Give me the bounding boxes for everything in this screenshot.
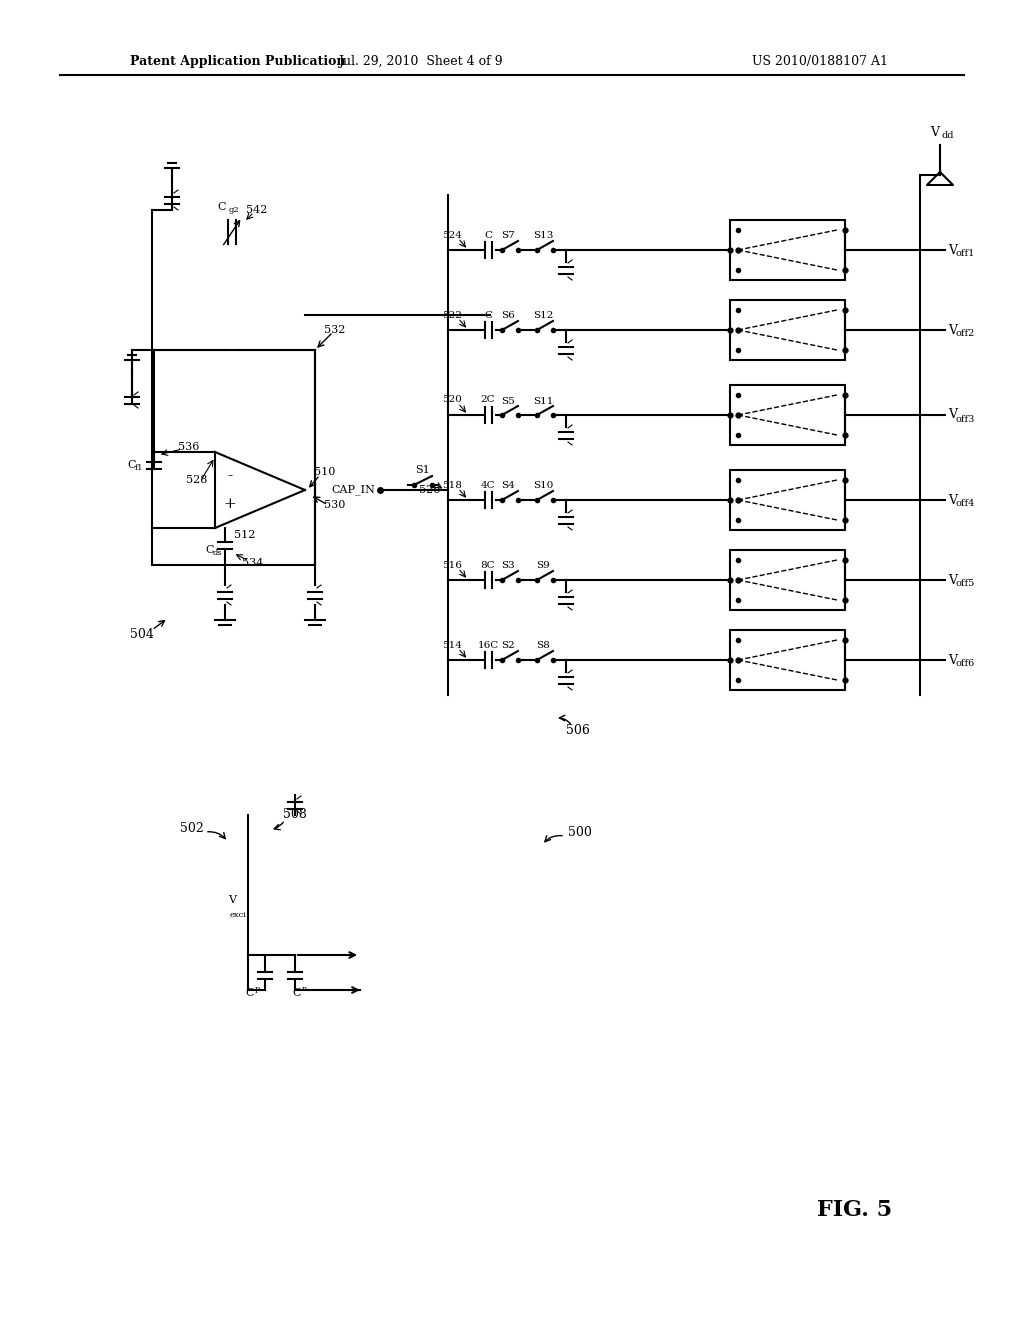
Text: V: V xyxy=(948,573,957,586)
Text: S8: S8 xyxy=(537,642,550,651)
Text: 532: 532 xyxy=(325,325,346,335)
Text: 520: 520 xyxy=(442,396,462,404)
Text: p: p xyxy=(254,985,260,993)
Text: 534: 534 xyxy=(243,558,264,568)
Text: C: C xyxy=(246,987,254,998)
Text: V: V xyxy=(931,127,939,140)
Text: -: - xyxy=(227,469,232,483)
Text: off3: off3 xyxy=(955,414,975,424)
Text: S4: S4 xyxy=(501,482,515,491)
Text: g2: g2 xyxy=(229,206,240,214)
Text: dd: dd xyxy=(942,132,954,140)
Text: 528: 528 xyxy=(186,475,208,484)
Bar xyxy=(730,300,845,360)
Text: 504: 504 xyxy=(130,628,154,642)
Bar xyxy=(730,550,845,610)
Text: S6: S6 xyxy=(501,312,515,321)
Text: C: C xyxy=(218,202,226,213)
Bar xyxy=(152,350,315,565)
Text: S11: S11 xyxy=(532,396,553,405)
Text: n: n xyxy=(301,985,306,993)
Text: C: C xyxy=(293,987,301,998)
Bar xyxy=(730,385,845,445)
Text: V: V xyxy=(948,653,957,667)
Text: V: V xyxy=(948,408,957,421)
Text: S9: S9 xyxy=(537,561,550,570)
Bar xyxy=(730,470,845,531)
Bar xyxy=(730,630,845,690)
Text: Jul. 29, 2010  Sheet 4 of 9: Jul. 29, 2010 Sheet 4 of 9 xyxy=(338,55,503,69)
Text: V: V xyxy=(228,895,236,906)
Text: 518: 518 xyxy=(442,480,462,490)
Text: C: C xyxy=(484,310,492,319)
Text: 522: 522 xyxy=(442,310,462,319)
Text: S13: S13 xyxy=(532,231,553,240)
Text: 530: 530 xyxy=(325,500,346,510)
Text: S12: S12 xyxy=(532,312,553,321)
Text: 536: 536 xyxy=(178,442,200,451)
Text: S1: S1 xyxy=(415,465,429,475)
Text: US 2010/0188107 A1: US 2010/0188107 A1 xyxy=(752,55,888,69)
Text: 524: 524 xyxy=(442,231,462,239)
Text: CAP_IN: CAP_IN xyxy=(331,484,375,495)
Text: S2: S2 xyxy=(501,642,515,651)
Text: f1: f1 xyxy=(135,465,143,473)
Text: 506: 506 xyxy=(566,723,590,737)
Text: C: C xyxy=(484,231,492,239)
Text: off1: off1 xyxy=(955,249,975,259)
Text: S7: S7 xyxy=(501,231,515,240)
Text: off4: off4 xyxy=(955,499,975,508)
Text: 500: 500 xyxy=(568,825,592,838)
Text: S3: S3 xyxy=(501,561,515,570)
Text: 2C: 2C xyxy=(480,396,496,404)
Text: S10: S10 xyxy=(532,482,553,491)
Text: S5: S5 xyxy=(501,396,515,405)
Text: C: C xyxy=(206,545,214,554)
Text: ds: ds xyxy=(212,549,222,557)
Text: off6: off6 xyxy=(955,660,974,668)
Text: 16C: 16C xyxy=(477,640,499,649)
Text: FIG. 5: FIG. 5 xyxy=(817,1199,893,1221)
Text: off2: off2 xyxy=(955,330,975,338)
Text: 542: 542 xyxy=(247,205,267,215)
Text: 512: 512 xyxy=(234,531,256,540)
Text: exci: exci xyxy=(229,911,247,919)
Text: 510: 510 xyxy=(314,467,336,477)
Text: 508: 508 xyxy=(283,808,307,821)
Text: 526: 526 xyxy=(419,484,440,495)
Bar xyxy=(730,220,845,280)
Text: +: + xyxy=(223,498,237,511)
Text: V: V xyxy=(948,243,957,256)
Text: 502: 502 xyxy=(180,821,204,834)
Text: 4C: 4C xyxy=(480,480,496,490)
Text: C: C xyxy=(128,459,136,470)
Text: 514: 514 xyxy=(442,640,462,649)
Text: 516: 516 xyxy=(442,561,462,569)
Text: V: V xyxy=(948,323,957,337)
Text: Patent Application Publication: Patent Application Publication xyxy=(130,55,345,69)
Text: V: V xyxy=(948,494,957,507)
Text: 8C: 8C xyxy=(480,561,496,569)
Text: off5: off5 xyxy=(955,579,974,589)
